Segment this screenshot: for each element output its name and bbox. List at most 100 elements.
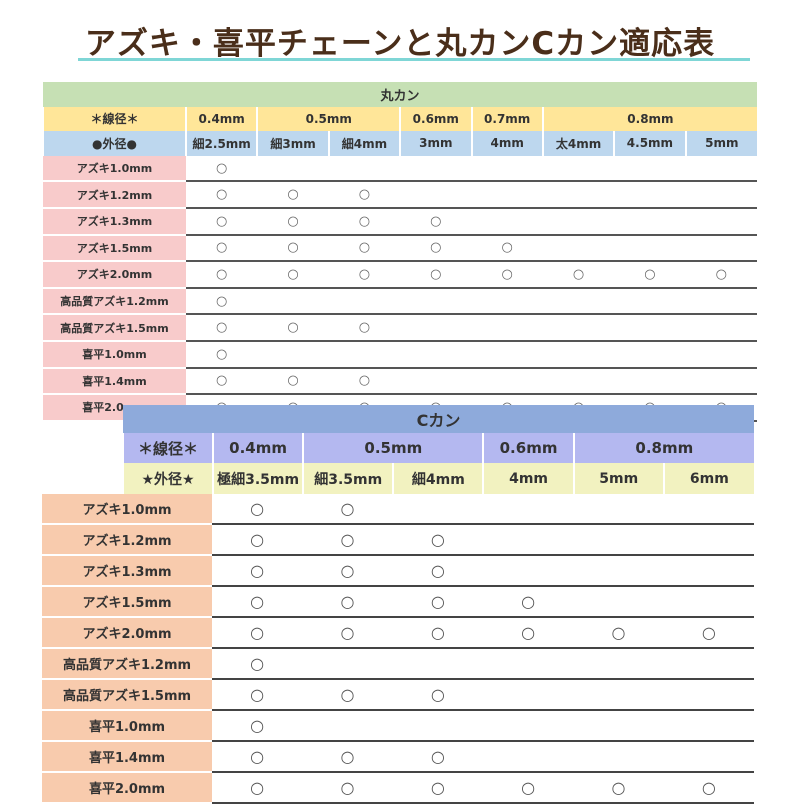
fit-mark: ○ <box>328 261 401 289</box>
fit-mark: ○ <box>392 586 483 618</box>
chain-label: アズキ1.2mm <box>43 181 186 209</box>
fit-mark: ○ <box>471 234 543 263</box>
empty-cell <box>573 741 664 773</box>
fit-mark: ○ <box>685 261 757 289</box>
fit-mark: ○ <box>302 741 393 773</box>
wire-diameter: 0.5mm <box>256 106 401 132</box>
outer-diameter: 6mm <box>662 463 754 494</box>
empty-cell <box>542 287 615 316</box>
wire-diameter: 0.7mm <box>470 106 543 132</box>
fit-mark: ○ <box>186 367 258 396</box>
empty-cell <box>614 234 686 263</box>
empty-cell <box>685 234 757 263</box>
fit-mark: ○ <box>302 524 393 556</box>
fit-mark: ○ <box>212 617 303 649</box>
chain-label: アズキ1.0mm <box>43 155 186 183</box>
wire-diameter: 0.6mm <box>482 433 574 463</box>
empty-cell <box>685 340 757 369</box>
fit-mark: ○ <box>392 555 483 587</box>
empty-cell <box>257 155 329 183</box>
empty-cell <box>471 155 543 183</box>
empty-cell <box>573 555 664 587</box>
outer-diameter: 太4mm <box>541 131 615 156</box>
wire-diameter: 0.8mm <box>541 106 757 132</box>
chain-label: アズキ2.0mm <box>43 261 186 289</box>
empty-cell <box>663 710 754 742</box>
empty-cell <box>482 494 574 525</box>
table-row: アズキ1.5mm ○ ○ ○ ○ ○ <box>43 234 757 263</box>
fit-mark: ○ <box>392 741 483 773</box>
empty-cell <box>685 367 757 396</box>
fit-mark: ○ <box>212 494 303 525</box>
fit-mark: ○ <box>471 261 543 289</box>
empty-cell <box>542 314 615 342</box>
chain-label: 高品質アズキ1.5mm <box>42 679 212 711</box>
empty-cell <box>400 340 472 369</box>
fit-mark: ○ <box>212 741 303 773</box>
table-row: 喜平1.0mm ○ <box>42 710 754 742</box>
wire-diameter: 0.4mm <box>211 433 304 463</box>
empty-cell <box>663 679 754 711</box>
table-row: 高品質アズキ1.5mm ○ ○ ○ <box>42 679 754 711</box>
outer-diameter: 細3mm <box>256 131 329 156</box>
fit-mark: ○ <box>302 586 393 618</box>
fit-mark: ○ <box>328 314 401 342</box>
chain-label: アズキ1.5mm <box>42 586 212 618</box>
chain-label: 喜平2.0mm <box>42 772 212 804</box>
table-row: アズキ2.0mm ○ ○ ○ ○ ○ ○ <box>42 617 754 649</box>
empty-cell <box>482 710 574 742</box>
empty-cell <box>542 367 615 396</box>
fit-mark: ○ <box>482 772 574 804</box>
fit-mark: ○ <box>302 679 393 711</box>
empty-cell <box>663 494 754 525</box>
empty-cell <box>542 340 615 369</box>
empty-cell <box>573 648 664 680</box>
empty-cell <box>328 340 401 369</box>
empty-cell <box>685 181 757 209</box>
table-row: 喜平1.4mm ○ ○ ○ <box>43 367 757 396</box>
fit-mark: ○ <box>257 207 329 236</box>
marugan-table: 丸カン ＊線径＊ 0.4mm 0.5mm 0.6mm 0.7mm 0.8mm ●外径● 細2.5… <box>42 82 757 422</box>
outer-label: ★外径★ <box>122 463 213 494</box>
wire-diameter: 0.5mm <box>302 433 484 463</box>
fit-mark: ○ <box>392 617 483 649</box>
empty-cell <box>614 340 686 369</box>
empty-cell <box>482 648 574 680</box>
empty-cell <box>573 679 664 711</box>
title-row: Cカン <box>123 405 754 433</box>
outer-diameter: 細3.5mm <box>302 463 394 494</box>
table-row: アズキ1.2mm ○ ○ ○ <box>42 524 754 556</box>
empty-cell <box>573 524 664 556</box>
empty-cell <box>663 741 754 773</box>
empty-cell <box>400 314 472 342</box>
outer-label: ●外径● <box>42 131 186 156</box>
table-row: 高品質アズキ1.5mm ○ ○ ○ <box>43 314 757 342</box>
outer-diameter: 細4mm <box>327 131 401 156</box>
wire-row: ＊線径＊ 0.4mm 0.5mm 0.6mm 0.8mm <box>122 433 754 463</box>
fit-mark: ○ <box>257 261 329 289</box>
empty-cell <box>614 287 686 316</box>
chain-label: アズキ1.3mm <box>42 555 212 587</box>
empty-cell <box>400 287 472 316</box>
chain-label: アズキ2.0mm <box>42 617 212 649</box>
fit-mark: ○ <box>392 772 483 804</box>
empty-cell <box>302 648 393 680</box>
fit-mark: ○ <box>482 617 574 649</box>
wire-diameter: 0.6mm <box>399 106 472 132</box>
table-row: 喜平1.4mm ○ ○ ○ <box>42 741 754 773</box>
outer-diameter: 3mm <box>399 131 472 156</box>
empty-cell <box>471 287 543 316</box>
fit-mark: ○ <box>257 314 329 342</box>
fit-mark: ○ <box>257 234 329 263</box>
outer-diameter: 4mm <box>470 131 543 156</box>
empty-cell <box>482 524 574 556</box>
fit-mark: ○ <box>186 207 258 236</box>
outer-diameter: 細2.5mm <box>184 131 258 156</box>
empty-cell <box>614 155 686 183</box>
fit-mark: ○ <box>186 155 258 183</box>
empty-cell <box>400 181 472 209</box>
fit-mark: ○ <box>212 524 303 556</box>
fit-mark: ○ <box>328 207 401 236</box>
table-title: Cカン <box>123 405 754 433</box>
ckan-header: Cカン ＊線径＊ 0.4mm 0.5mm 0.6mm 0.8mm ★外径★ 極細3.5mm 細3… <box>122 405 754 494</box>
